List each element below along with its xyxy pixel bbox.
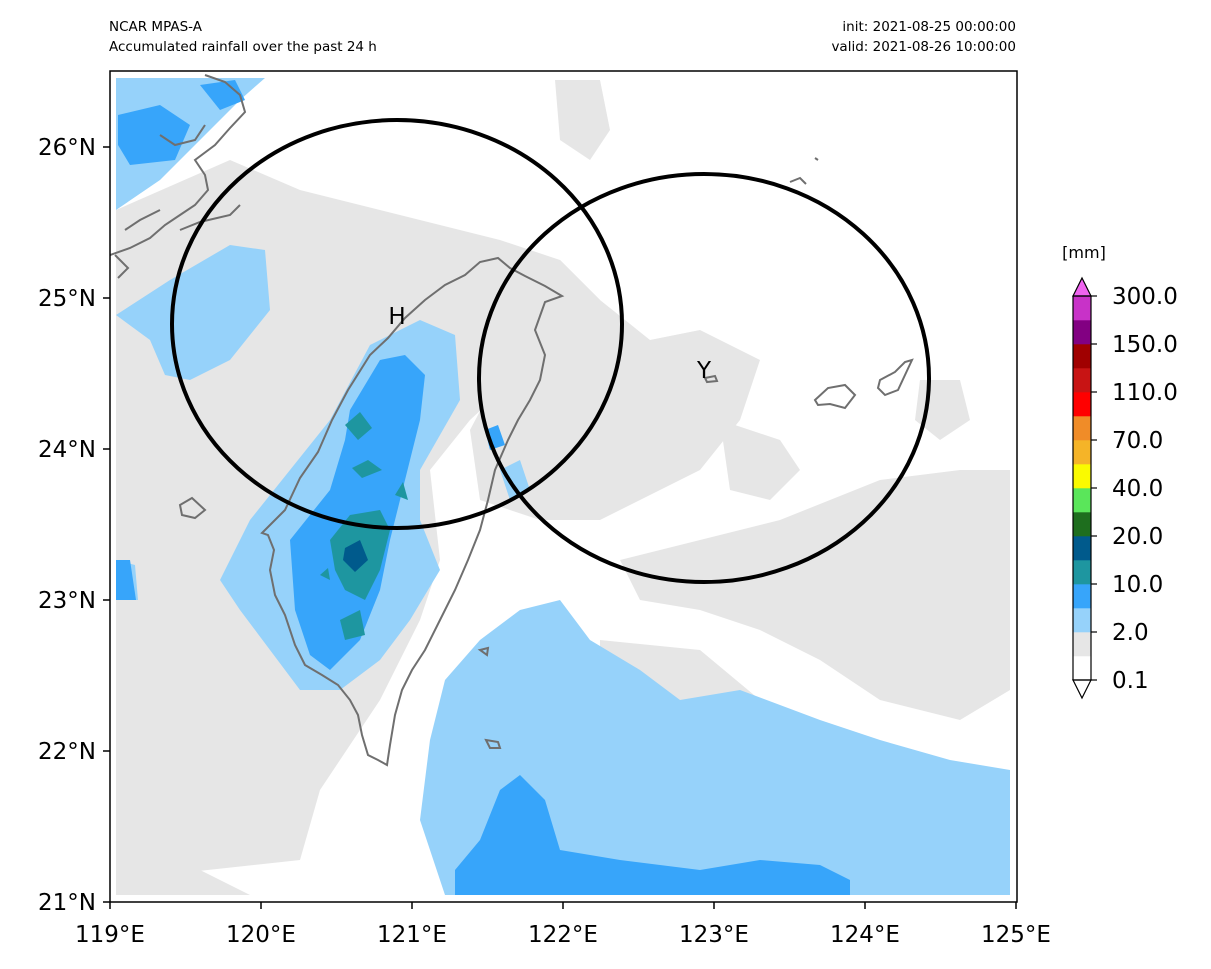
colorbar-tick-label: 0.1 — [1112, 668, 1149, 694]
orchid-island-coastline — [484, 738, 502, 749]
colorbar-extend-top — [1072, 276, 1092, 297]
colorbar-segment — [1073, 416, 1091, 441]
ishigaki-coastline — [876, 358, 914, 397]
colorbar-segments — [1073, 296, 1091, 681]
colorbar-tick-label: 110.0 — [1112, 380, 1178, 406]
y-tick-26: 26°N — [38, 135, 96, 161]
colorbar-segment — [1073, 296, 1091, 321]
colorbar-segment — [1073, 320, 1091, 345]
x-tick-124: 124°E — [830, 922, 900, 948]
colorbar-segment — [1073, 440, 1091, 465]
colorbar-tick-label: 300.0 — [1112, 284, 1178, 310]
colorbar-extend-bottom — [1072, 679, 1092, 700]
colorbar-segment — [1073, 608, 1091, 633]
x-tick-122: 122°E — [528, 922, 598, 948]
y-tick-24: 24°N — [38, 437, 96, 463]
colorbar-unit: [mm] — [1062, 243, 1106, 262]
yonaguni-coastline — [703, 374, 719, 384]
colorbar-segment — [1073, 344, 1091, 369]
y-tick-21: 21°N — [38, 890, 96, 916]
colorbar-segment — [1073, 536, 1091, 561]
y-tick-25: 25°N — [38, 286, 96, 312]
colorbar-tick-label: 70.0 — [1112, 428, 1163, 454]
x-tick-125: 125°E — [981, 922, 1051, 948]
x-tick-121: 121°E — [377, 922, 447, 948]
rain-shading-blue — [116, 80, 850, 895]
radar-range-circles — [170, 118, 931, 584]
colorbar-tick-label: 2.0 — [1112, 620, 1149, 646]
coastlines — [110, 74, 914, 767]
senkaku-coastline — [789, 157, 819, 185]
y-tick-22: 22°N — [38, 739, 96, 765]
model-name: NCAR MPAS-A — [109, 19, 202, 35]
map-plot-area: H Y — [110, 71, 1017, 902]
marker-label-H: H — [388, 304, 405, 330]
colorbar-tick-label: 40.0 — [1112, 476, 1163, 502]
figure-title-left: NCAR MPAS-A Accumulated rainfall over th… — [109, 17, 377, 57]
colorbar-segment — [1073, 632, 1091, 657]
colorbar-tick-label: 10.0 — [1112, 572, 1163, 598]
field-description: Accumulated rainfall over the past 24 h — [109, 39, 377, 55]
colorbar-segment — [1073, 584, 1091, 609]
x-tick-119: 119°E — [75, 922, 145, 948]
colorbar-tick-label: 150.0 — [1112, 332, 1178, 358]
x-axis: 119°E 120°E 121°E 122°E 123°E 124°E 125°… — [75, 902, 1051, 948]
colorbar-segment — [1073, 464, 1091, 489]
iriomote-coastline — [813, 383, 857, 410]
china-coastline — [110, 74, 247, 279]
circle-Y — [477, 172, 931, 584]
marker-label-Y: Y — [696, 358, 712, 384]
y-tick-23: 23°N — [38, 588, 96, 614]
y-axis: 21°N 22°N 23°N 24°N 25°N 26°N — [38, 135, 110, 916]
colorbar-segment — [1073, 488, 1091, 513]
colorbar-segment — [1073, 656, 1091, 681]
x-tick-123: 123°E — [679, 922, 749, 948]
colorbar-ticks: 0.1 2.0 10.0 20.0 40.0 70.0 110.0 150.0 300.0 — [1091, 284, 1178, 694]
valid-time: valid: 2021-08-26 10:00:00 — [831, 39, 1016, 55]
penghu-coastline — [178, 496, 207, 520]
x-tick-120: 120°E — [226, 922, 296, 948]
colorbar-tick-label: 20.0 — [1112, 524, 1163, 550]
rain-shading-dark-blue — [343, 540, 368, 572]
taiwan-coastline — [260, 256, 565, 767]
green-island-coastline — [477, 646, 490, 657]
figure-title-right: init: 2021-08-25 00:00:00 valid: 2021-08… — [831, 17, 1016, 57]
colorbar-segment — [1073, 392, 1091, 417]
colorbar-segment — [1073, 368, 1091, 393]
init-time: init: 2021-08-25 00:00:00 — [842, 19, 1016, 35]
colorbar-segment — [1073, 512, 1091, 537]
colorbar: [mm] 0.1 2.0 10.0 20.0 40.0 70.0 110.0 150.0 300… — [1062, 243, 1178, 700]
circle-H — [170, 118, 624, 530]
colorbar-segment — [1073, 560, 1091, 585]
